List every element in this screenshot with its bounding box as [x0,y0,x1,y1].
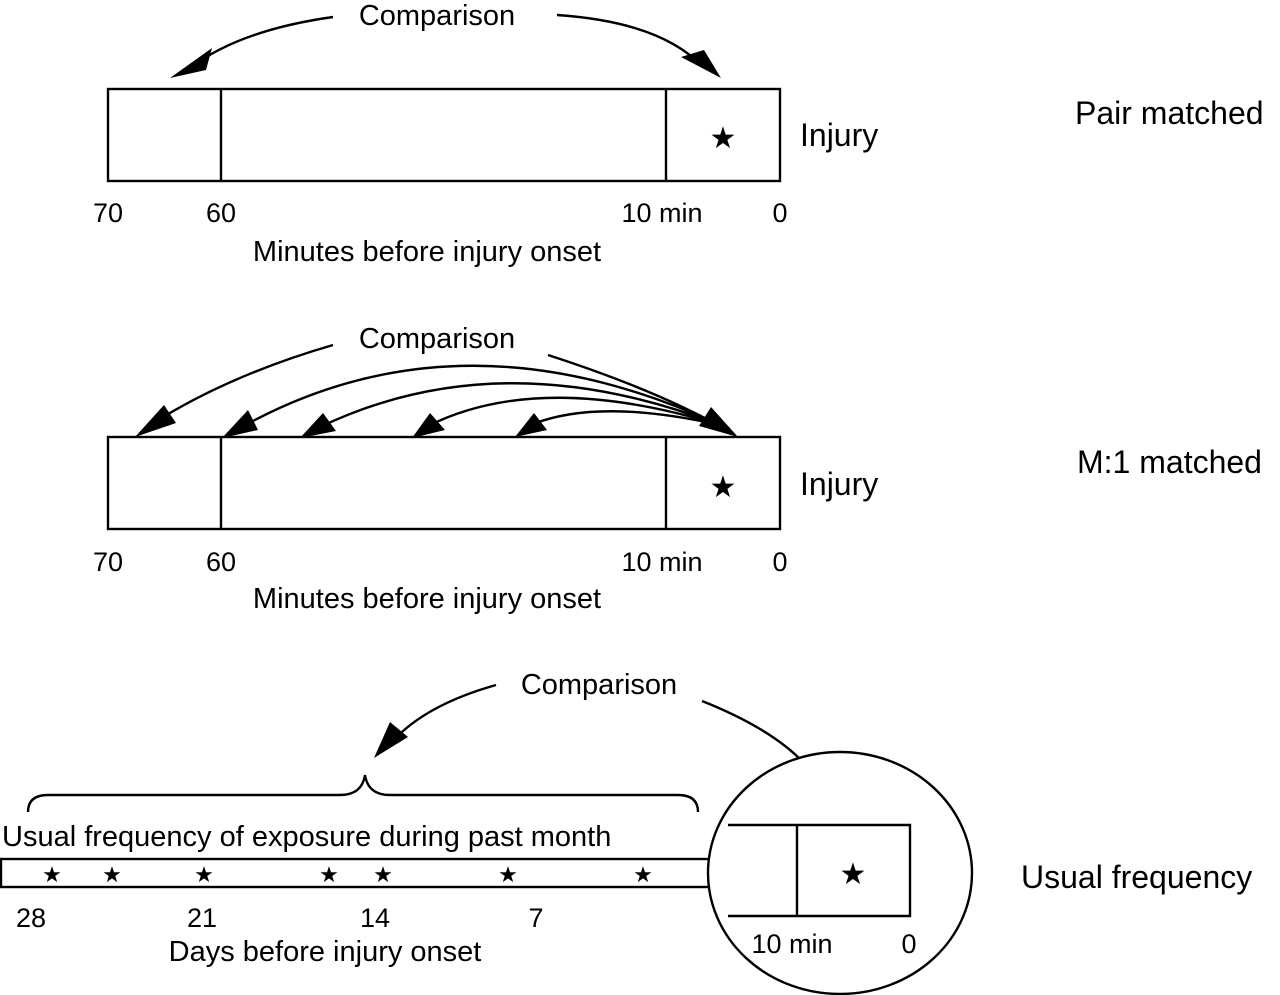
comparison-arrow [239,364,721,430]
comparison-arrow [427,396,721,428]
comparison-arrow-right [556,13,703,67]
tick-label: 70 [93,198,123,228]
arrowhead [699,407,738,437]
star-icon: ★ [319,862,339,887]
star-icon: ★ [633,862,653,887]
comparison-label: Comparison [359,0,515,32]
comparison-arrow-left [189,15,334,69]
comparison-arrow [317,382,721,430]
axis-label: Minutes before injury onset [253,236,601,268]
arrowhead [374,722,408,758]
comparison-arrow [154,343,334,424]
star-icon: ★ [373,862,393,887]
axis-label: Days before injury onset [169,936,482,968]
arrowhead [681,50,721,78]
arrowhead [515,413,547,437]
inset-tick-label: 0 [901,929,916,959]
design-label: Usual frequency [1021,859,1252,895]
tick-label: 70 [93,547,123,577]
tick-label: 28 [16,903,46,933]
design-label: Pair matched [1075,95,1264,131]
tick-label: 0 [772,547,787,577]
arrowhead [300,413,336,438]
magnifier-circle [706,750,974,995]
star-icon: ★ [102,862,122,887]
arrowhead [222,410,258,438]
tick-label: 0 [772,198,787,228]
arrowhead [170,48,212,78]
m1-matched-panel: Comparison ★ Injury M:1 matched 70 60 10… [93,323,1262,615]
star-icon: ★ [42,862,62,887]
star-icon: ★ [710,471,737,504]
injury-label: Injury [800,466,878,502]
inset-tick-label: 10 min [751,929,832,959]
tick-label: 10 min [621,198,702,228]
tick-label: 60 [206,547,236,577]
inset-box [728,823,912,918]
bracket-label: Usual frequency of exposure during past … [2,821,611,853]
star-icon: ★ [840,858,867,891]
tick-label: 14 [360,903,390,933]
comparison-arrow [532,410,721,427]
tick-label: 10 min [621,547,702,577]
month-brace [26,774,700,813]
star-icon: ★ [194,862,214,887]
tick-label: 60 [206,198,236,228]
arrowhead [412,413,445,438]
comparison-label: Comparison [359,323,515,355]
pair-matched-panel: Comparison ★ Injury Pair matched 70 60 1… [93,0,1264,268]
usual-frequency-panel: Comparison Usual frequency of exposure d… [0,669,1252,995]
star-icon: ★ [710,122,737,155]
timeline-box [106,435,782,531]
tick-label: 7 [528,903,543,933]
arrowhead [135,405,176,437]
comparison-label: Comparison [521,669,677,701]
star-icon: ★ [498,862,518,887]
tick-label: 21 [187,903,217,933]
design-label: M:1 matched [1077,444,1262,480]
axis-label: Minutes before injury onset [253,583,601,615]
timeline-box [106,87,782,183]
injury-label: Injury [800,117,878,153]
comparison-arrow-left [391,683,497,743]
